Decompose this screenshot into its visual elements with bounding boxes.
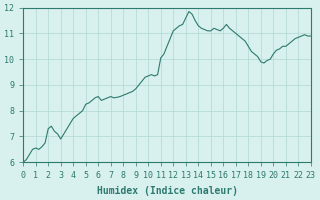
X-axis label: Humidex (Indice chaleur): Humidex (Indice chaleur) xyxy=(97,186,237,196)
